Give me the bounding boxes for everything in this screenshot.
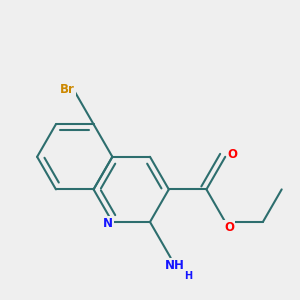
Text: H: H — [184, 271, 193, 281]
Text: N: N — [103, 217, 113, 230]
Text: NH: NH — [165, 259, 184, 272]
Text: O: O — [224, 221, 234, 234]
Text: O: O — [227, 148, 237, 161]
Text: Br: Br — [60, 82, 75, 95]
